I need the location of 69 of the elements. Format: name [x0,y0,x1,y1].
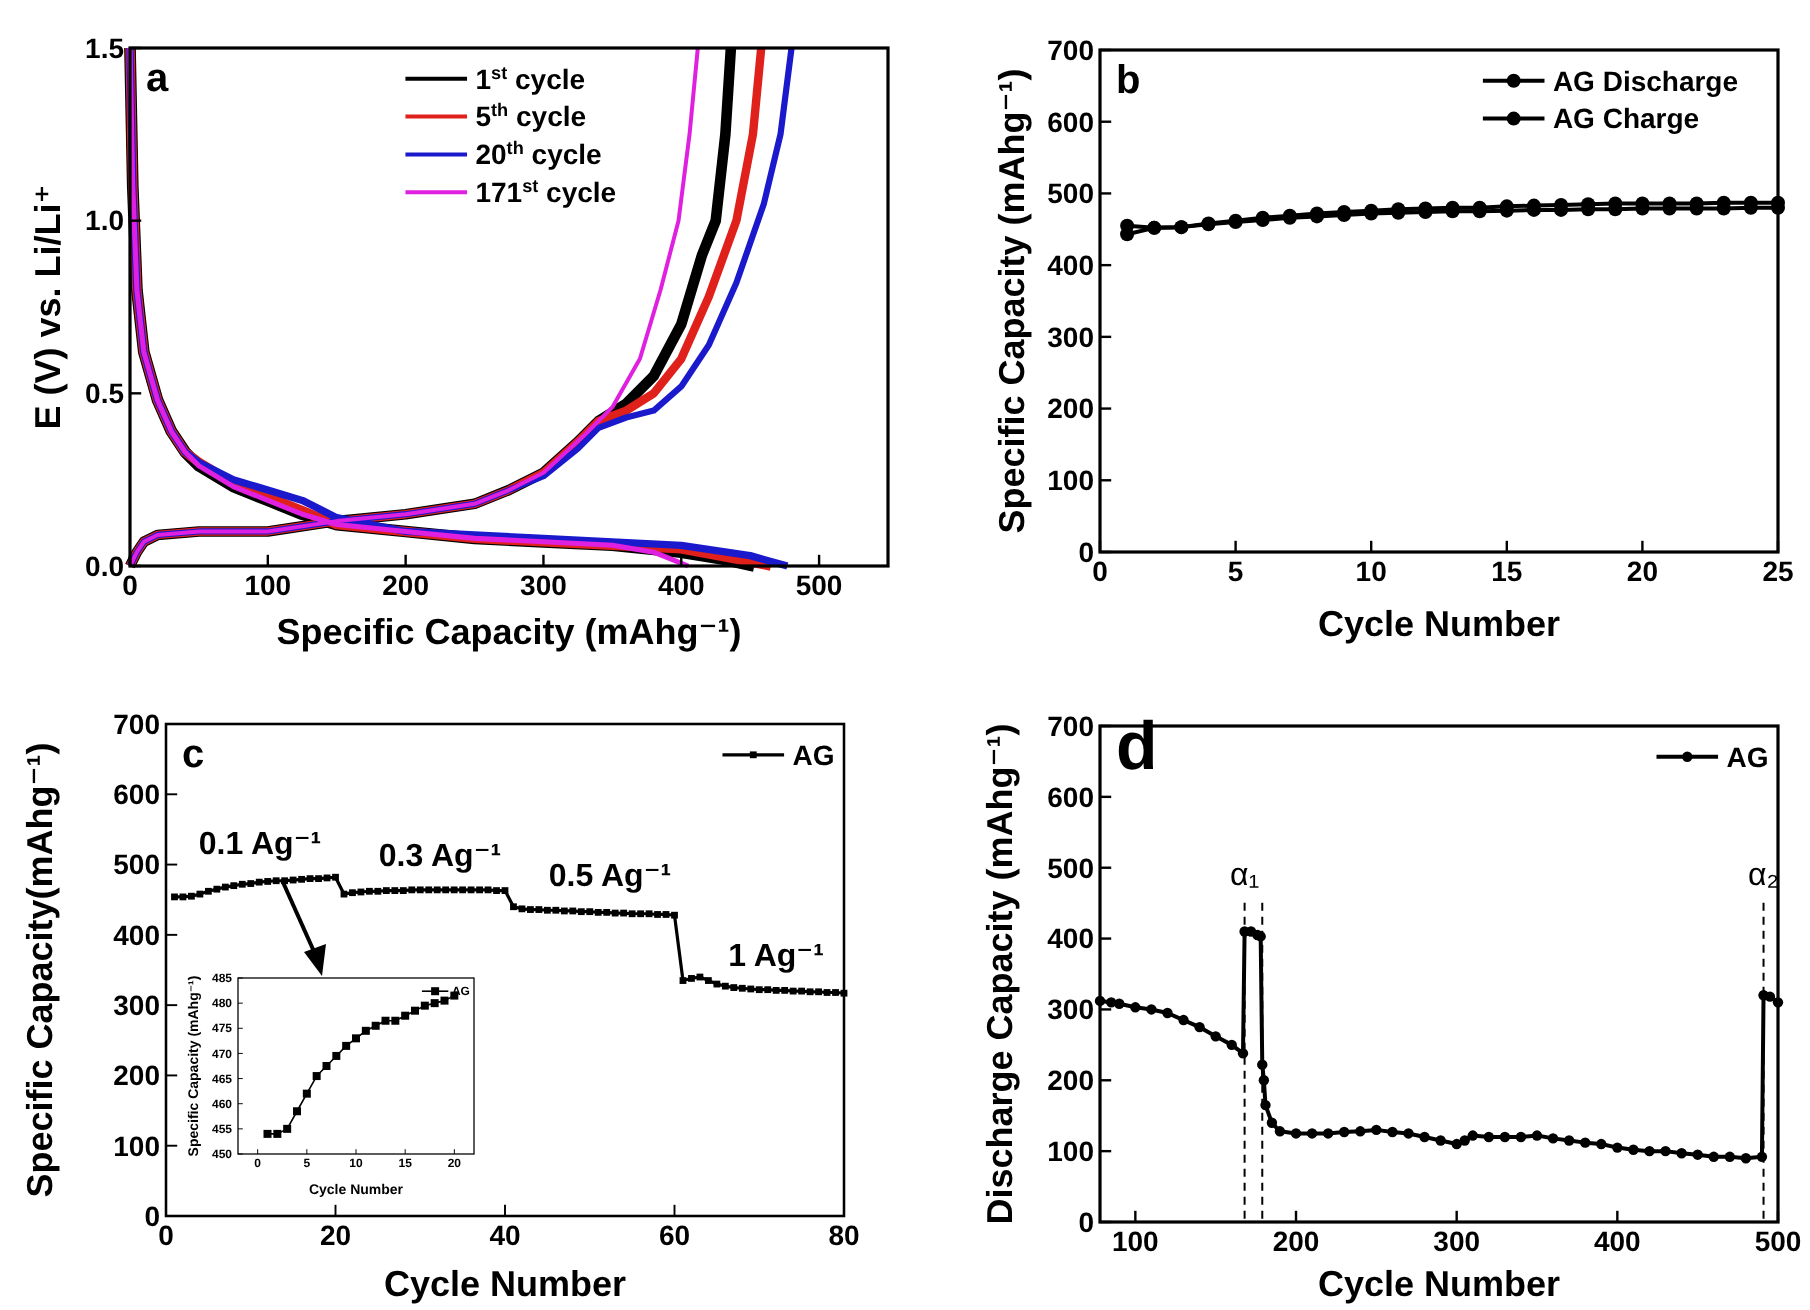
x-tick-label: 200 [1272,1225,1320,1258]
legend-label: AG [1726,740,1769,773]
x-tick-label: 80 [828,1219,860,1252]
y-tick-label: 200 [1047,392,1095,425]
y-tick-label: 600 [1047,780,1095,813]
annotation: b [1116,59,1141,104]
x-tick-label: 20 [319,1219,352,1252]
y-tick-label: 500 [1047,177,1095,210]
x-tick-label: 500 [795,569,843,602]
y-tick-label: 500 [113,848,161,881]
y-tick-label: 700 [113,707,161,740]
x-axis-title: Cycle Number [1317,604,1561,644]
y-tick-label: 300 [113,988,161,1021]
y-tick-label: 1.0 [85,204,125,237]
x-tick-label: 15 [1491,555,1523,588]
y-axis-title: Discharge Capacity (mAhg⁻¹) [980,723,1020,1225]
y-tick-label: 300 [1047,320,1095,353]
x-tick-label: 100 [244,569,292,602]
annotation: 0.1 Ag⁻¹ [198,828,322,862]
y-tick-label: 700 [1047,33,1095,66]
y-tick-label: 0.0 [85,549,125,582]
x-axis-title: Cycle Number [1317,1264,1561,1304]
y-tick-label: 1.5 [85,31,125,64]
y-axis-title: Specific Capacity(mAhg⁻¹) [20,742,60,1198]
legend-label: 171$^{st}$ cycle [475,176,617,208]
y-axis-title: Specific Capacity (mAhg⁻¹) [992,68,1032,534]
y-tick-label: 0 [1078,535,1095,568]
x-axis-title: Specific Capacity (mAhg⁻¹) [276,612,742,652]
x-tick-label: 400 [1593,1225,1642,1258]
legend-label: AG [792,738,835,771]
y-tick-label: 700 [1047,709,1095,742]
annotation: c [182,733,205,778]
y-tick-label: 100 [1047,464,1095,497]
y-axis-title: E (V) vs. Li/Li⁺ [28,184,68,430]
x-tick-label: 10 [1355,555,1388,588]
x-tick-label: 500 [1754,1225,1802,1258]
y-tick-label: 0.5 [85,377,125,410]
y-tick-label: 200 [113,1059,161,1092]
y-tick-label: 400 [1047,922,1095,955]
x-tick-label: 25 [1762,555,1794,588]
legend-label: 1$^{st}$ cycle [475,62,586,95]
x-tick-label: 60 [658,1219,691,1252]
x-tick-label: 5 [1227,555,1244,588]
y-tick-label: 300 [1047,993,1095,1026]
x-tick-label: 300 [1433,1225,1481,1258]
annotation: 0.5 Ag⁻¹ [548,860,672,894]
x-tick-label: 100 [1111,1225,1160,1258]
annotation: a [146,57,170,102]
annotation: d [1116,709,1158,786]
legend-label: AG Charge [1552,102,1700,135]
y-tick-label: 200 [1047,1064,1095,1097]
x-tick-label: 200 [382,569,430,602]
y-tick-label: 0 [144,1199,161,1232]
annotation: 1 Ag⁻¹ [728,940,824,974]
annotation: 0.3 Ag⁻¹ [378,840,502,874]
y-tick-label: 600 [113,778,161,811]
y-tick-label: 600 [1047,105,1095,138]
y-tick-label: 400 [113,918,161,951]
x-tick-label: 40 [489,1219,521,1252]
legend-label: AG Discharge [1552,64,1739,97]
x-tick-label: 300 [520,569,568,602]
legend-label: 5$^{th}$ cycle [475,100,587,133]
legend-label: 20$^{th}$ cycle [475,138,603,171]
x-tick-label: 20 [1626,555,1659,588]
ref-line-label: α₁ [1229,858,1260,893]
y-tick-label: 500 [1047,851,1095,884]
x-axis-title: Cycle Number [383,1264,627,1304]
x-tick-label: 400 [657,569,706,602]
y-tick-label: 400 [1047,248,1095,281]
